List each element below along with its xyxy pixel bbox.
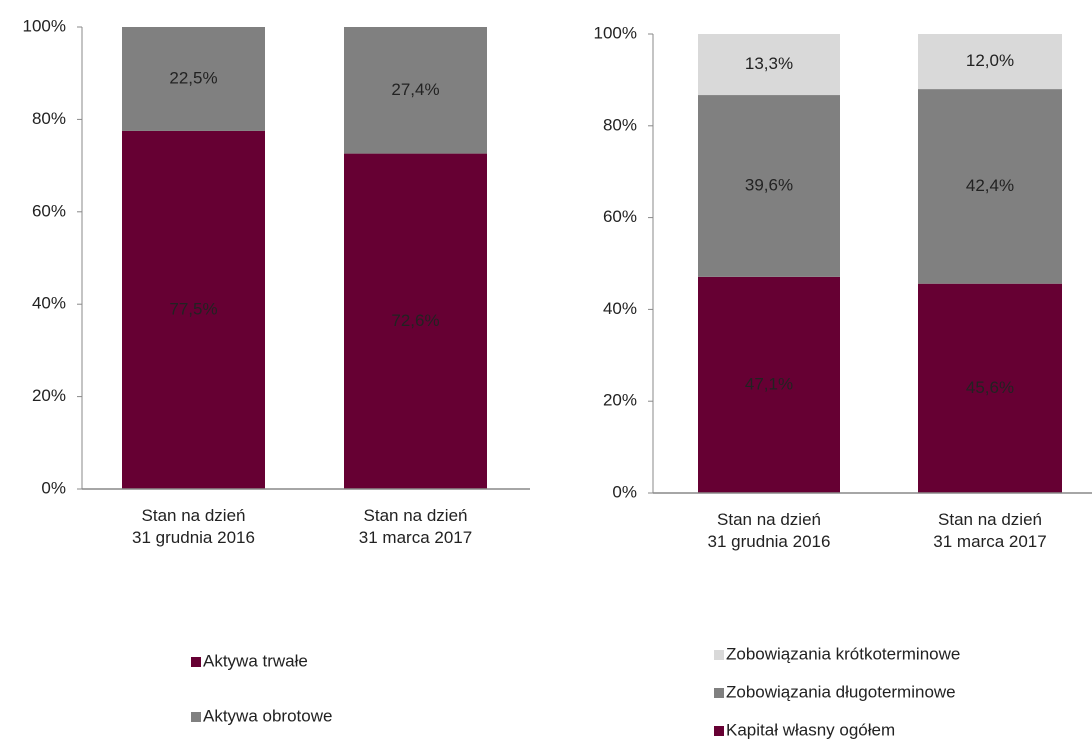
data-label: 72,6% — [391, 311, 439, 330]
data-label: 45,6% — [966, 378, 1014, 397]
data-label: 47,1% — [745, 374, 793, 393]
y-tick-label: 0% — [41, 478, 66, 497]
legend-label: Kapitał własny ogółem — [726, 720, 895, 739]
legend-swatch — [714, 650, 724, 660]
bar-segment — [122, 27, 265, 131]
y-tick-label: 0% — [612, 482, 637, 501]
legend-label: Zobowiązania krótkoterminowe — [726, 644, 960, 663]
bar-segment — [918, 34, 1062, 90]
bar-segment — [918, 89, 1062, 284]
bar-segment — [698, 34, 840, 96]
legend-label: Aktywa obrotowe — [203, 706, 332, 725]
data-label: 13,3% — [745, 54, 793, 73]
data-label: 27,4% — [391, 80, 439, 99]
data-label: 22,5% — [169, 68, 217, 87]
y-tick-label: 100% — [23, 16, 66, 35]
bar-segment — [344, 153, 487, 489]
data-label: 77,5% — [169, 299, 217, 318]
x-tick-label: Stan na dzień 31 marca 2017 — [358, 506, 473, 547]
x-tick-label: Stan na dzień 31 grudnia 2016 — [132, 506, 255, 547]
bar-segment — [122, 130, 265, 489]
y-tick-label: 100% — [594, 23, 637, 42]
data-label: 42,4% — [966, 176, 1014, 195]
bar-segment — [698, 276, 840, 493]
legend-label: Zobowiązania długoterminowe — [726, 682, 956, 701]
y-tick-label: 40% — [603, 299, 637, 318]
y-tick-label: 20% — [603, 391, 637, 410]
y-tick-label: 80% — [603, 115, 637, 134]
legend-swatch — [191, 712, 201, 722]
x-tick-label: Stan na dzień 31 grudnia 2016 — [707, 510, 831, 551]
bar-segment — [698, 95, 840, 277]
legend-swatch — [714, 726, 724, 736]
y-tick-label: 80% — [32, 109, 66, 128]
y-tick-label: 60% — [603, 207, 637, 226]
y-tick-label: 60% — [32, 201, 66, 220]
legend-swatch — [191, 657, 201, 667]
legend-label: Aktywa trwałe — [203, 651, 308, 670]
y-tick-label: 40% — [32, 294, 66, 313]
data-label: 12,0% — [966, 51, 1014, 70]
data-label: 39,6% — [745, 175, 793, 194]
legend-swatch — [714, 688, 724, 698]
bar-segment — [918, 283, 1062, 493]
x-tick-label: Stan na dzień 31 marca 2017 — [933, 510, 1047, 551]
y-tick-label: 20% — [32, 386, 66, 405]
bar-segment — [344, 27, 487, 154]
